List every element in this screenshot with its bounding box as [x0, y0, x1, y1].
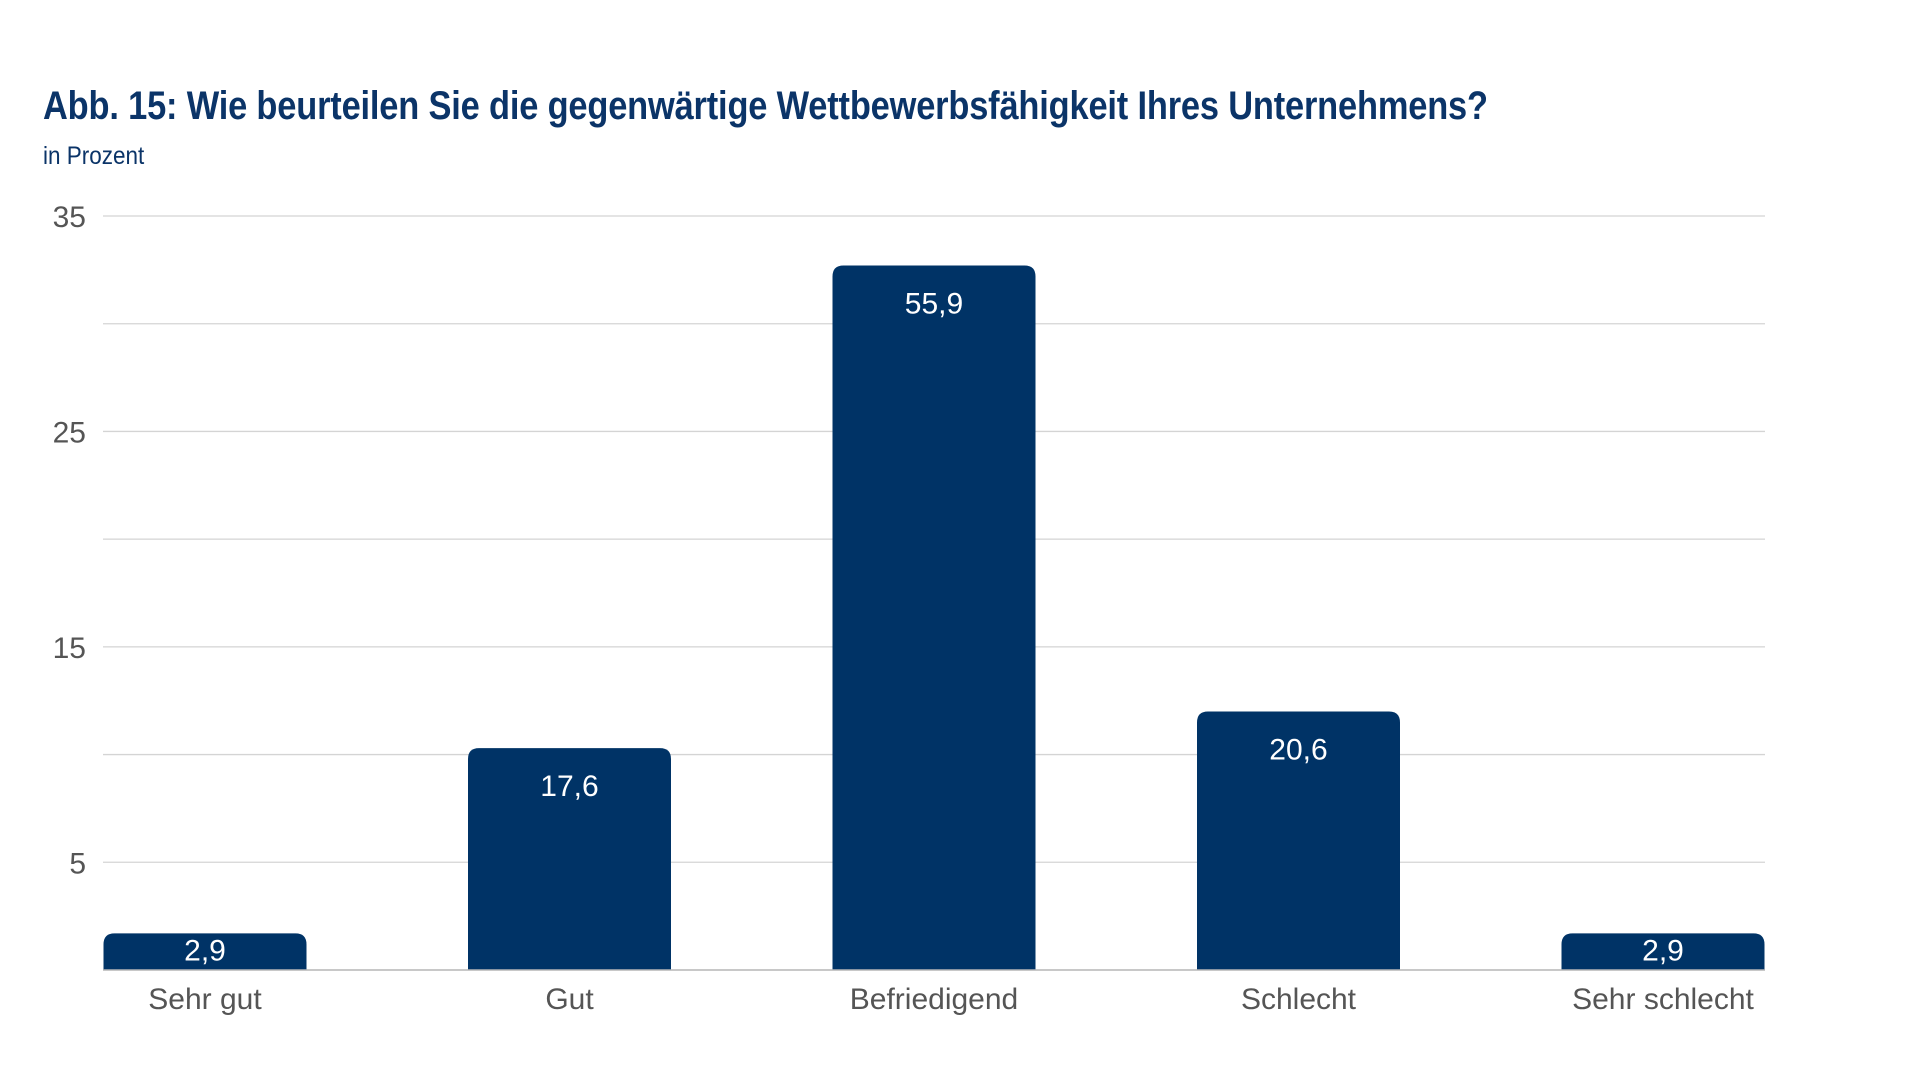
bar-value-label: 55,9 — [905, 288, 963, 321]
bar-value-label: 17,6 — [540, 770, 598, 803]
bar-schlecht — [1197, 711, 1400, 970]
bar-sehr-schlecht — [1561, 933, 1765, 970]
bar-befriedigend — [832, 265, 1036, 970]
bar-gut — [468, 748, 671, 970]
y-tick-label: 35 — [53, 201, 86, 234]
y-tick-label: 15 — [53, 632, 86, 665]
bar-sehr-gut — [103, 933, 307, 970]
x-category-label: Sehr gut — [148, 983, 262, 1016]
bar-value-label: 2,9 — [184, 934, 226, 967]
bar-value-label: 2,9 — [1642, 934, 1684, 967]
x-category-label: Befriedigend — [850, 983, 1018, 1016]
bar-value-label: 20,6 — [1269, 733, 1327, 766]
chart-subtitle: in Prozent — [43, 142, 145, 170]
x-category-label: Schlecht — [1241, 983, 1357, 1016]
x-category-label: Gut — [545, 983, 594, 1016]
chart-title: Abb. 15: Wie beurteilen Sie die gegenwär… — [43, 84, 1488, 128]
x-category-label: Sehr schlecht — [1572, 983, 1754, 1016]
y-tick-label: 5 — [69, 847, 86, 880]
y-tick-label: 25 — [53, 416, 86, 449]
